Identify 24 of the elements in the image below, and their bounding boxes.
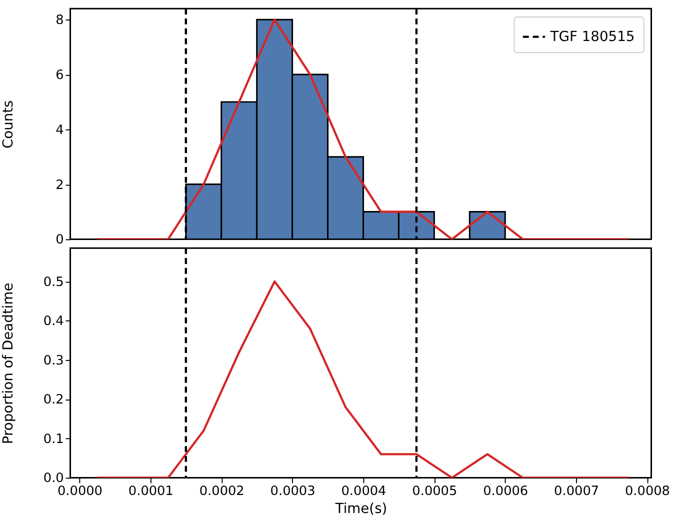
x-tick-label: 0.0001 (128, 484, 174, 500)
x-tick-label: 0.0007 (554, 484, 600, 500)
y-tick-label: 0 (56, 232, 64, 248)
y-tick-label: 0.2 (43, 392, 64, 408)
x-tick-label: 0.0004 (341, 484, 386, 500)
y-axis-title: Proportion of Deadtime (0, 282, 16, 444)
x-tick-label: 0.0000 (57, 484, 102, 500)
y-tick-label: 0.1 (43, 432, 64, 447)
y-tick-label: 2 (56, 178, 64, 193)
y-tick-label: 0.5 (43, 274, 64, 290)
y-tick-label: 0.3 (43, 353, 64, 368)
x-axis-title: Time(s) (334, 500, 388, 517)
x-tick-label: 0.0006 (483, 484, 528, 500)
ref-line-label: TGF 180515 (549, 28, 635, 45)
x-tick-label: 0.0005 (412, 484, 458, 500)
x-tick-label: 0.0003 (270, 484, 316, 500)
x-tick-label: 0.0008 (624, 484, 670, 500)
y-tick-label: 4 (56, 122, 64, 138)
y-tick-label: 0.4 (43, 314, 64, 330)
y-tick-label: 6 (56, 68, 64, 83)
x-tick-label: 0.0002 (199, 484, 244, 500)
y-axis-title: Counts (0, 100, 16, 149)
y-tick-label: 0.0 (43, 471, 64, 486)
y-tick-label: 8 (56, 13, 64, 28)
